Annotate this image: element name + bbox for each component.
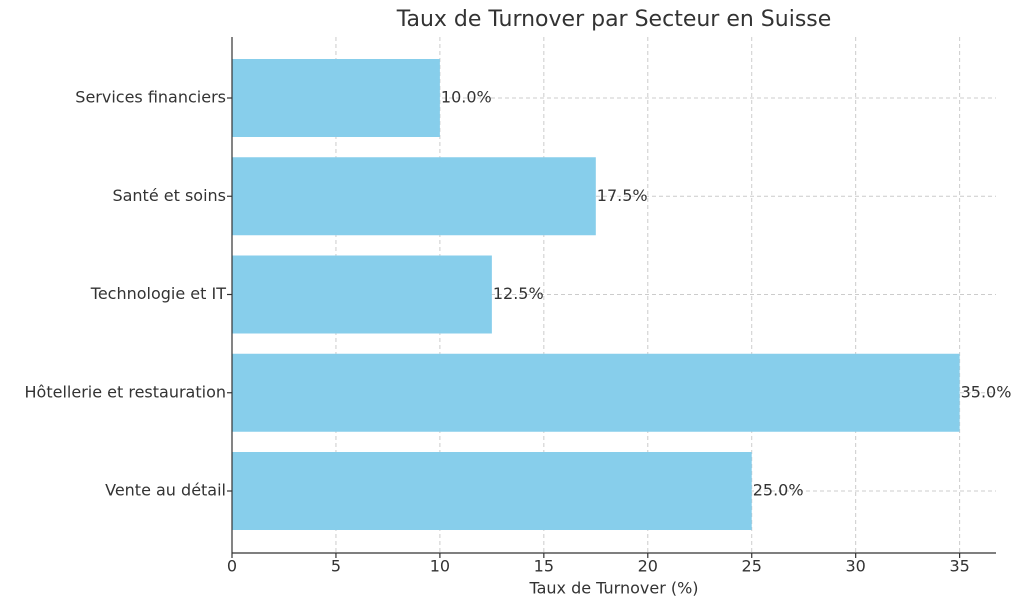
x-tick-label: 30 (845, 557, 865, 576)
y-tick-label: Hôtellerie et restauration (25, 382, 226, 401)
value-label: 25.0% (753, 481, 804, 500)
value-label: 17.5% (597, 186, 648, 205)
y-tick-label: Services financiers (75, 88, 226, 107)
x-tick-label: 35 (949, 557, 969, 576)
y-tick-label: Technologie et IT (90, 284, 226, 303)
y-tick-label: Santé et soins (112, 186, 226, 205)
x-tick-label: 15 (534, 557, 554, 576)
x-tick-label: 10 (430, 557, 450, 576)
value-label: 35.0% (961, 382, 1012, 401)
y-tick-label: Vente au détail (105, 481, 226, 500)
bar (232, 353, 960, 432)
bar (232, 59, 440, 137)
bar (232, 255, 492, 334)
bar (232, 452, 752, 530)
x-tick-label: 5 (331, 557, 341, 576)
x-tick-label: 0 (227, 557, 237, 576)
x-tick-label: 25 (742, 557, 762, 576)
x-axis-label: Taux de Turnover (%) (528, 579, 698, 598)
chart-title: Taux de Turnover par Secteur en Suisse (396, 7, 832, 32)
value-label: 12.5% (493, 284, 544, 303)
bar (232, 157, 596, 236)
value-label: 10.0% (441, 88, 492, 107)
x-tick-label: 20 (638, 557, 658, 576)
